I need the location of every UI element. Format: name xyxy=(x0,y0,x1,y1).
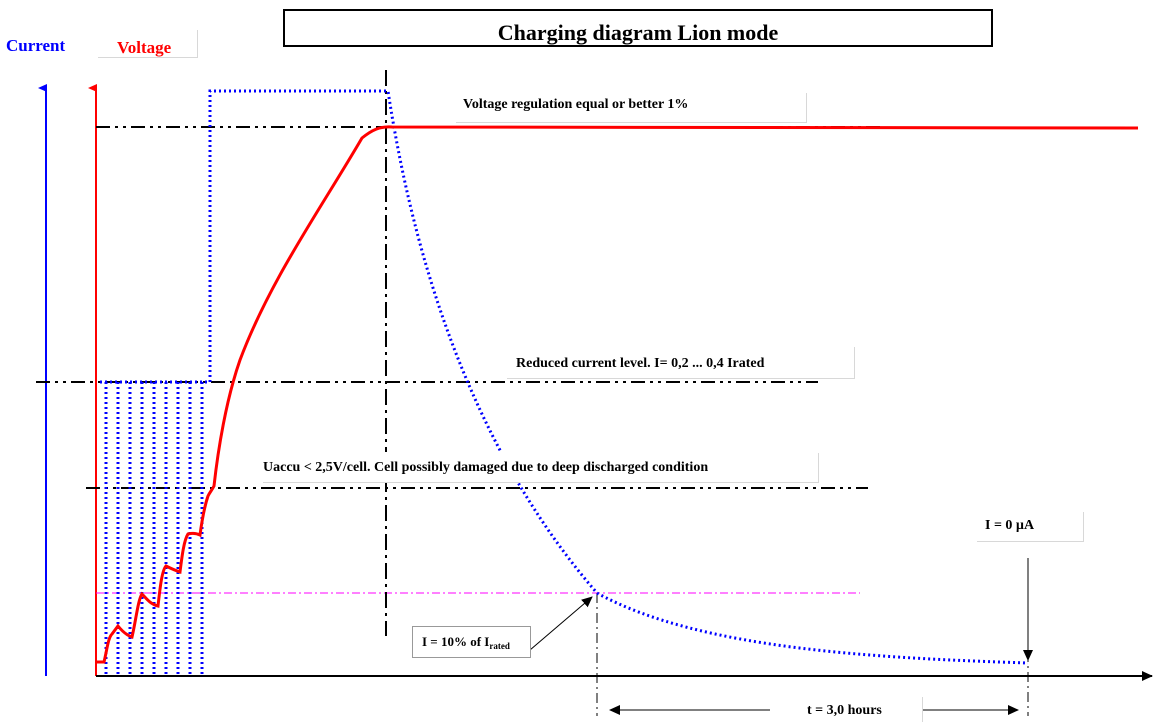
duration-box xyxy=(770,696,922,722)
voltage-regulation-box xyxy=(455,92,806,122)
voltage-curve xyxy=(96,125,1139,664)
zero-current-box xyxy=(976,511,1083,541)
voltage-regulation-label: Voltage regulation equal or better 1% xyxy=(463,97,689,112)
deep-discharge-box xyxy=(262,452,818,482)
diagram-title: Charging diagram Lion mode xyxy=(497,20,779,45)
ten-percent-text: I = 10% of I xyxy=(422,634,490,649)
ten-percent-box xyxy=(412,626,531,658)
reduced-current-box xyxy=(506,346,854,378)
pulse-current-bars xyxy=(104,382,204,676)
reduced-current-label: Reduced current level. I= 0,2 ... 0,4 Ir… xyxy=(516,356,765,371)
voltage-label-box xyxy=(97,29,197,57)
current-axis-label: Current xyxy=(6,36,66,55)
deep-discharge-label: Uaccu < 2,5V/cell. Cell possibly damaged… xyxy=(263,460,709,475)
ten-percent-label: I = 10% of Irated xyxy=(422,634,510,651)
ten-percent-pointer xyxy=(529,596,593,651)
zero-current-label: I = 0 µA xyxy=(985,518,1035,533)
voltage-axis-label: Voltage xyxy=(117,38,172,57)
ten-percent-subscript: rated xyxy=(489,641,510,651)
duration-label: t = 3,0 hours xyxy=(807,703,882,718)
title-box: Charging diagram Lion mode xyxy=(283,9,993,47)
